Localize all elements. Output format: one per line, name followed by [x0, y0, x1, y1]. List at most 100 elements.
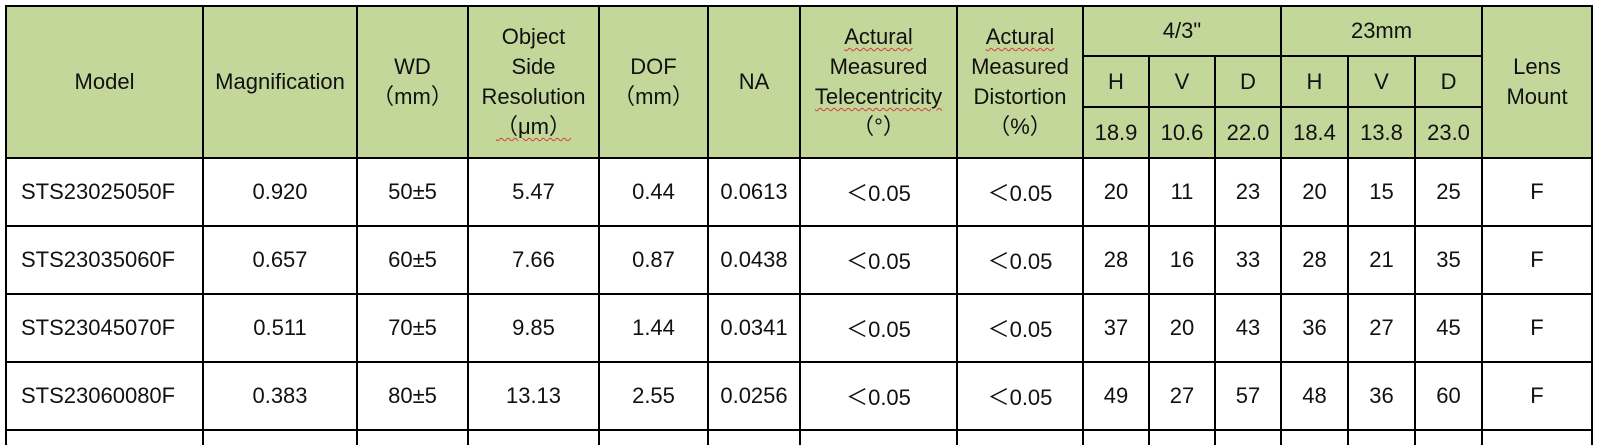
header-43-d-value: 22.0 [1214, 106, 1282, 159]
cell-43-d: 43 [1214, 293, 1282, 363]
cell-lens-mount: F [1481, 361, 1594, 431]
header-magnification: Magnification [202, 5, 358, 159]
header-resolution-line: Resolution [481, 84, 586, 109]
cell-wd: 80±5 [356, 361, 469, 431]
header-wd-unit: （mm） [372, 84, 453, 109]
cell-distortion: ＜0.05 [956, 293, 1084, 363]
header-23mm-d-value: 23.0 [1413, 106, 1484, 159]
header-lens-mount-line: Lens [1513, 54, 1561, 79]
cell-43-h: 49 [1082, 361, 1150, 431]
cell-resolution: 7.66 [467, 225, 600, 295]
header-group-23mm: 23mm [1279, 5, 1484, 57]
cell-43-d: 57 [1214, 361, 1282, 431]
cell-23mm-v: 36 [1347, 361, 1416, 431]
cell-empty [1280, 429, 1349, 445]
cell-43-d: 23 [1214, 157, 1282, 227]
cell-empty [1148, 429, 1216, 445]
header-43-v: V [1148, 55, 1216, 108]
header-telecentricity: Actural Measured Telecentricity （°） [799, 5, 958, 159]
cell-23mm-v: 27 [1347, 293, 1416, 363]
cell-23mm-d: 60 [1413, 361, 1484, 431]
header-resolution: Object Side Resolution （μm） [467, 5, 600, 159]
cell-23mm-d: 45 [1413, 293, 1484, 363]
cell-dof: 0.87 [598, 225, 709, 295]
cell-empty [1082, 429, 1150, 445]
header-distortion-line: Distortion [973, 84, 1067, 109]
cell-43-h: 20 [1082, 157, 1150, 227]
header-telecentricity-unit: （°） [852, 114, 905, 139]
cell-dof: 2.55 [598, 361, 709, 431]
cell-empty [1481, 429, 1594, 445]
cell-empty [1214, 429, 1282, 445]
cell-distortion: ＜0.05 [956, 225, 1084, 295]
header-23mm-h: H [1280, 55, 1349, 108]
cell-telecentricity: ＜0.05 [799, 157, 958, 227]
header-23mm-d: D [1413, 55, 1484, 108]
cell-dof: 0.44 [598, 157, 709, 227]
cell-23mm-v: 15 [1347, 157, 1416, 227]
header-23mm-v: V [1347, 55, 1416, 108]
cell-lens-mount: F [1481, 293, 1594, 363]
cell-23mm-v: 21 [1347, 225, 1416, 295]
cell-empty [467, 429, 600, 445]
cell-wd: 60±5 [356, 225, 469, 295]
cell-empty [1413, 429, 1484, 445]
header-resolution-unit: （μm） [470, 112, 597, 142]
cell-magnification: 0.511 [202, 293, 358, 363]
cell-empty [799, 429, 958, 445]
cell-empty [202, 429, 358, 445]
cell-43-h: 28 [1082, 225, 1150, 295]
cell-43-v: 20 [1148, 293, 1216, 363]
header-43-d: D [1214, 55, 1282, 108]
cell-resolution: 5.47 [467, 157, 600, 227]
header-wd-line: WD [394, 54, 431, 79]
table-row-cut-off [5, 429, 1594, 445]
header-43-h-value: 18.9 [1082, 106, 1150, 159]
cell-43-v: 16 [1148, 225, 1216, 295]
header-distortion-unit: （%） [988, 114, 1052, 139]
header-wd: WD （mm） [356, 5, 469, 159]
cell-na: 0.0341 [707, 293, 801, 363]
header-telecentricity-text: Actural [844, 24, 913, 49]
header-resolution-unit-text: （μm） [495, 114, 571, 139]
cell-wd: 70±5 [356, 293, 469, 363]
cell-model: STS23045070F [5, 293, 204, 363]
header-43-v-value: 10.6 [1148, 106, 1216, 159]
header-lens-mount-line: Mount [1506, 84, 1568, 109]
cell-23mm-d: 35 [1413, 225, 1484, 295]
table-row: STS23035060F 0.657 60±5 7.66 0.87 0.0438… [5, 225, 1594, 295]
header-lens-mount: Lens Mount [1481, 5, 1594, 159]
header-distortion-line: Actural [959, 22, 1081, 52]
cell-dof: 1.44 [598, 293, 709, 363]
header-subrow-values: 18.9 10.6 22.0 18.4 13.8 23.0 [6, 106, 1592, 159]
cell-distortion: ＜0.05 [956, 157, 1084, 227]
header-na: NA [707, 5, 801, 159]
header-23mm-v-value: 13.8 [1347, 106, 1416, 159]
header-telecentricity-text: Telecentricity [814, 84, 943, 109]
table-row: STS23025050F 0.920 50±5 5.47 0.44 0.0613… [5, 157, 1594, 227]
cell-23mm-d: 25 [1413, 157, 1484, 227]
header-dof-line: DOF [630, 54, 677, 79]
table-row: STS23045070F 0.511 70±5 9.85 1.44 0.0341… [5, 293, 1594, 363]
cell-23mm-h: 36 [1280, 293, 1349, 363]
cell-na: 0.0613 [707, 157, 801, 227]
cell-43-h: 37 [1082, 293, 1150, 363]
header-row: Model Magnification WD （mm） Object Side … [5, 5, 1594, 159]
cell-lens-mount: F [1481, 157, 1594, 227]
cell-lens-mount: F [1481, 225, 1594, 295]
header-dof: DOF （mm） [598, 5, 709, 159]
cell-magnification: 0.657 [202, 225, 358, 295]
cell-na: 0.0438 [707, 225, 801, 295]
cell-43-v: 27 [1148, 361, 1216, 431]
header-group-43: 4/3" [1082, 5, 1282, 57]
cell-model: STS23060080F [5, 361, 204, 431]
cell-magnification: 0.920 [202, 157, 358, 227]
cell-empty [598, 429, 709, 445]
header-telecentricity-line: Telecentricity [802, 82, 955, 112]
cell-model: STS23025050F [5, 157, 204, 227]
table-row: STS23060080F 0.383 80±5 13.13 2.55 0.025… [5, 361, 1594, 431]
cell-23mm-h: 20 [1280, 157, 1349, 227]
header-telecentricity-line: Measured [829, 54, 928, 79]
cell-telecentricity: ＜0.05 [799, 293, 958, 363]
